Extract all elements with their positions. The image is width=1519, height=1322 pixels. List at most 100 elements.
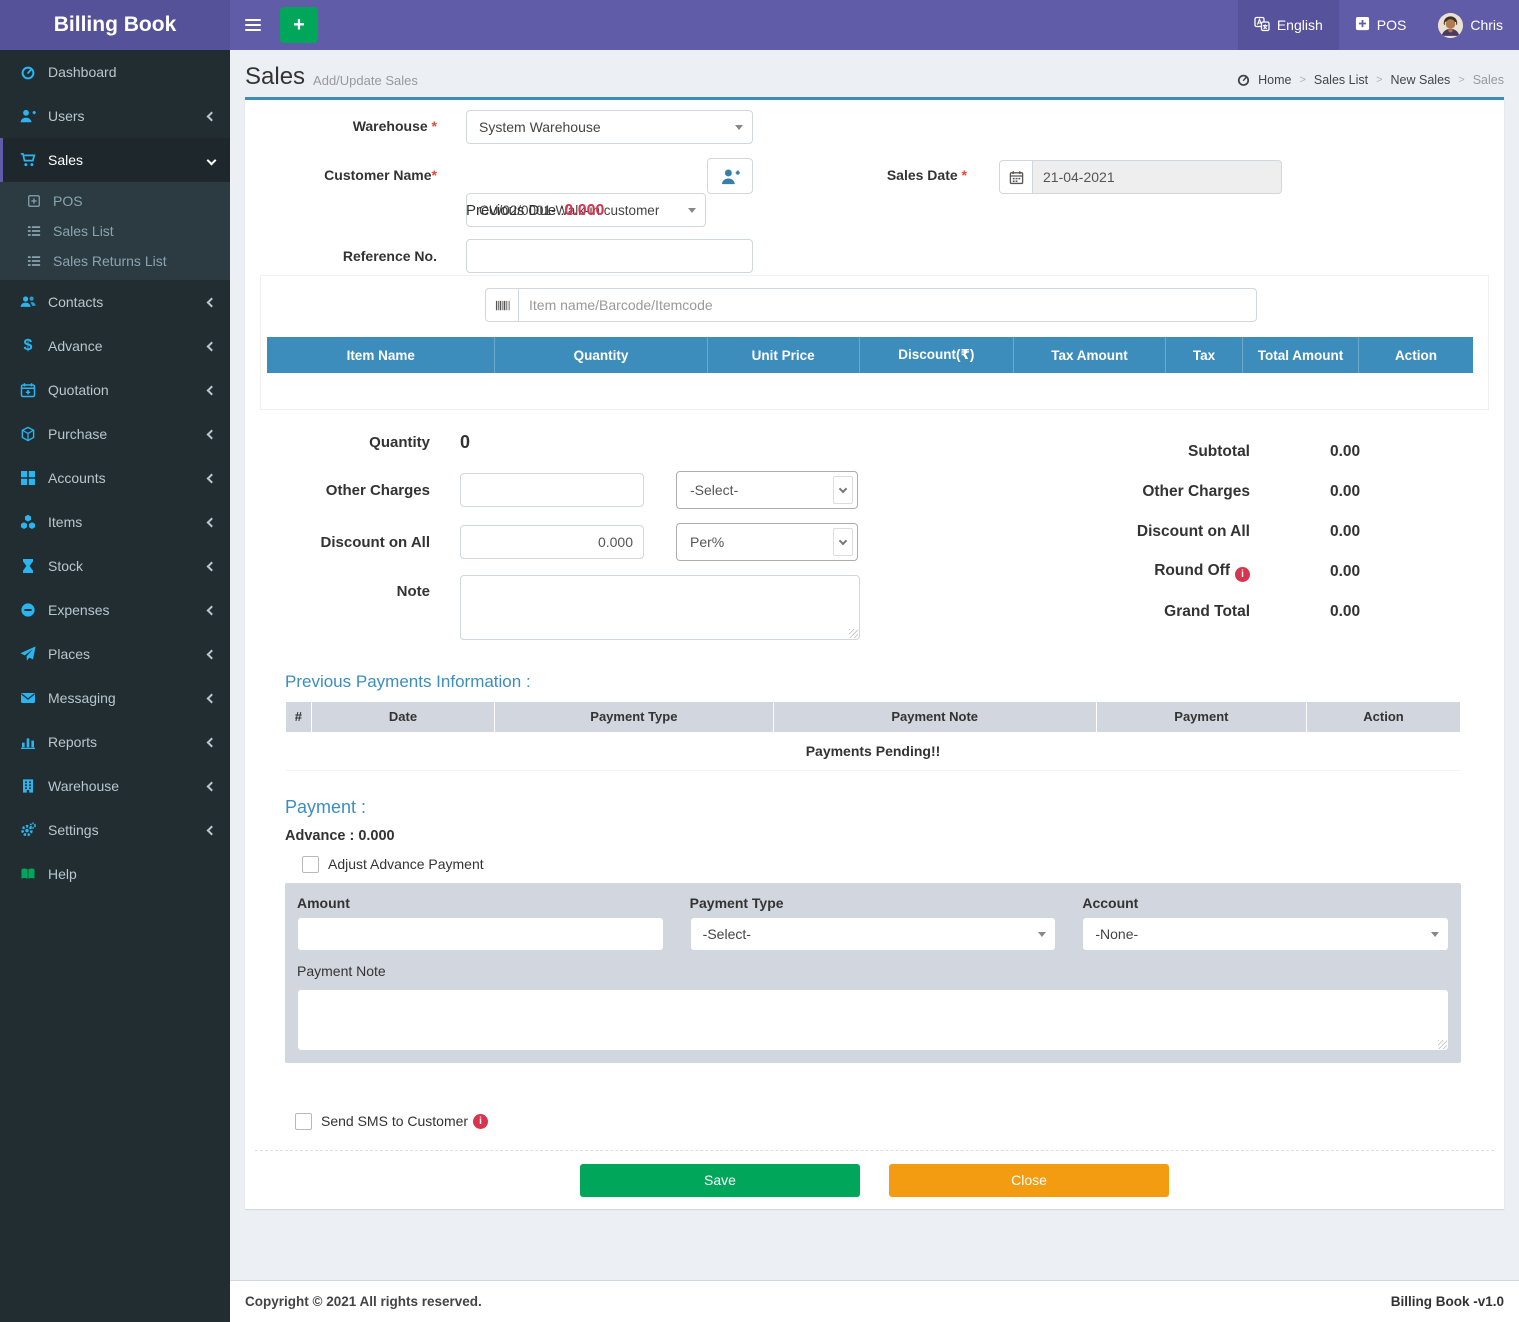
sidebar-item-items[interactable]: Items <box>0 500 230 544</box>
sidebar-item-expenses[interactable]: Expenses <box>0 588 230 632</box>
col-action: Action <box>1358 337 1473 373</box>
info-icon[interactable]: i <box>1235 567 1250 582</box>
submenu-item-label: Sales Returns List <box>53 253 167 269</box>
chevron-left-icon <box>207 693 217 703</box>
navbar: + English POS Chris <box>230 0 1519 50</box>
sidebar-item-advance[interactable]: $ Advance <box>0 324 230 368</box>
items-table: Item Name Quantity Unit Price Discount(₹… <box>267 337 1473 373</box>
chevron-left-icon <box>207 561 217 571</box>
sidebar-item-accounts[interactable]: Accounts <box>0 456 230 500</box>
quick-add-button[interactable]: + <box>280 7 318 43</box>
subtotal-label: Subtotal <box>1064 443 1250 461</box>
submenu-item-pos[interactable]: POS <box>0 186 230 216</box>
item-search-input[interactable] <box>518 288 1257 322</box>
sidebar-item-settings[interactable]: Settings <box>0 808 230 852</box>
amount-input[interactable] <box>297 917 664 951</box>
warehouse-select[interactable]: System Warehouse <box>466 110 753 144</box>
sidebar-item-help[interactable]: Help <box>0 852 230 896</box>
payments-pending-message: Payments Pending!! <box>286 732 1461 770</box>
col-payment-type: Payment Type <box>495 702 773 732</box>
navbar-right: English POS Chris <box>1238 0 1519 50</box>
warehouse-value: System Warehouse <box>479 119 601 135</box>
user-plus-icon <box>721 167 740 186</box>
discount-mode-select[interactable]: Per% <box>676 523 858 561</box>
breadcrumb-new-sales[interactable]: New Sales <box>1391 73 1451 87</box>
previous-due: Previous Due :0.000 <box>466 202 604 220</box>
chevron-left-icon <box>207 111 217 121</box>
sidebar-item-contacts[interactable]: Contacts <box>0 280 230 324</box>
brand-logo[interactable]: Billing Book <box>0 0 230 50</box>
sidebar-toggle-icon[interactable] <box>230 0 275 50</box>
breadcrumb-home[interactable]: Home <box>1258 73 1291 87</box>
sidebar-item-label: Accounts <box>48 470 106 486</box>
amount-label: Amount <box>297 895 664 911</box>
sidebar-item-sales[interactable]: Sales <box>0 138 230 182</box>
sidebar-item-reports[interactable]: Reports <box>0 720 230 764</box>
sidebar-item-purchase[interactable]: Purchase <box>0 412 230 456</box>
dropdown-arrow-icon <box>735 125 743 130</box>
user-name: Chris <box>1470 17 1503 33</box>
gauge-icon <box>18 64 38 80</box>
sidebar-item-stock[interactable]: Stock <box>0 544 230 588</box>
copyright-text: Copyright © 2021 All rights reserved. <box>245 1294 482 1309</box>
chevron-left-icon <box>207 517 217 527</box>
col-tax-amount: Tax Amount <box>1013 337 1165 373</box>
sidebar-item-places[interactable]: Places <box>0 632 230 676</box>
previous-payments-heading: Previous Payments Information : <box>285 672 1494 692</box>
sidebar-item-warehouse[interactable]: Warehouse <box>0 764 230 808</box>
send-sms-checkbox[interactable] <box>295 1113 312 1130</box>
other-charges-select[interactable]: -Select- <box>676 471 858 509</box>
payment-note-textarea[interactable] <box>297 989 1449 1051</box>
barcode-icon <box>485 288 518 322</box>
note-textarea[interactable] <box>460 575 860 640</box>
sidebar-item-users[interactable]: Users <box>0 94 230 138</box>
list-icon <box>25 254 43 268</box>
calendar-plus-icon <box>18 382 38 398</box>
dropdown-arrow-icon <box>1431 932 1439 937</box>
discount-on-all-input[interactable] <box>460 525 644 559</box>
adjust-advance-checkbox[interactable] <box>302 856 319 873</box>
other-charges-input[interactable] <box>460 473 644 507</box>
user-menu[interactable]: Chris <box>1422 0 1519 50</box>
sidebar-item-messaging[interactable]: Messaging <box>0 676 230 720</box>
submenu-item-sales-returns-list[interactable]: Sales Returns List <box>0 246 230 276</box>
sales-date-input[interactable] <box>1033 161 1281 193</box>
reference-input[interactable] <box>466 239 753 273</box>
adjust-advance-label: Adjust Advance Payment <box>328 856 484 872</box>
col-unit-price: Unit Price <box>707 337 859 373</box>
chevron-down-icon <box>207 155 217 165</box>
sidebar-item-dashboard[interactable]: Dashboard <box>0 50 230 94</box>
calendar-icon[interactable] <box>1000 161 1033 193</box>
sidebar-item-label: Contacts <box>48 294 103 310</box>
sales-form-card: Warehouse * System Warehouse Customer Na… <box>245 97 1504 1209</box>
submenu-item-label: Sales List <box>53 223 114 239</box>
col-item-name: Item Name <box>267 337 495 373</box>
sidebar-item-label: Places <box>48 646 90 662</box>
submenu-item-sales-list[interactable]: Sales List <box>0 216 230 246</box>
breadcrumb-separator: > <box>1458 74 1464 86</box>
language-icon <box>1254 16 1270 35</box>
top-form: Warehouse * System Warehouse Customer Na… <box>255 110 1494 275</box>
chevron-left-icon <box>207 781 217 791</box>
item-search-group <box>485 288 1257 322</box>
payment-note-label: Payment Note <box>297 963 386 979</box>
info-icon[interactable]: i <box>473 1114 488 1129</box>
sidebar-item-label: Advance <box>48 338 102 354</box>
save-button[interactable]: Save <box>580 1164 860 1197</box>
items-table-header-row: Item Name Quantity Unit Price Discount(₹… <box>267 337 1473 373</box>
previous-payments-table: # Date Payment Type Payment Note Payment… <box>285 702 1461 771</box>
col-total-amount: Total Amount <box>1243 337 1359 373</box>
list-icon <box>25 224 43 238</box>
sidebar: Dashboard Users Sales POS Sales List Sal… <box>0 50 230 1322</box>
resize-grip-icon[interactable] <box>849 629 858 638</box>
close-button[interactable]: Close <box>889 1164 1169 1197</box>
payment-type-select[interactable]: -Select- <box>690 917 1057 951</box>
language-menu[interactable]: English <box>1238 0 1339 50</box>
resize-grip-icon[interactable] <box>1438 1040 1447 1049</box>
breadcrumb-sales-list[interactable]: Sales List <box>1314 73 1368 87</box>
sidebar-item-quotation[interactable]: Quotation <box>0 368 230 412</box>
pos-menu[interactable]: POS <box>1339 0 1423 50</box>
account-label: Account <box>1082 895 1449 911</box>
add-customer-button[interactable] <box>707 158 753 194</box>
account-select[interactable]: -None- <box>1082 917 1449 951</box>
